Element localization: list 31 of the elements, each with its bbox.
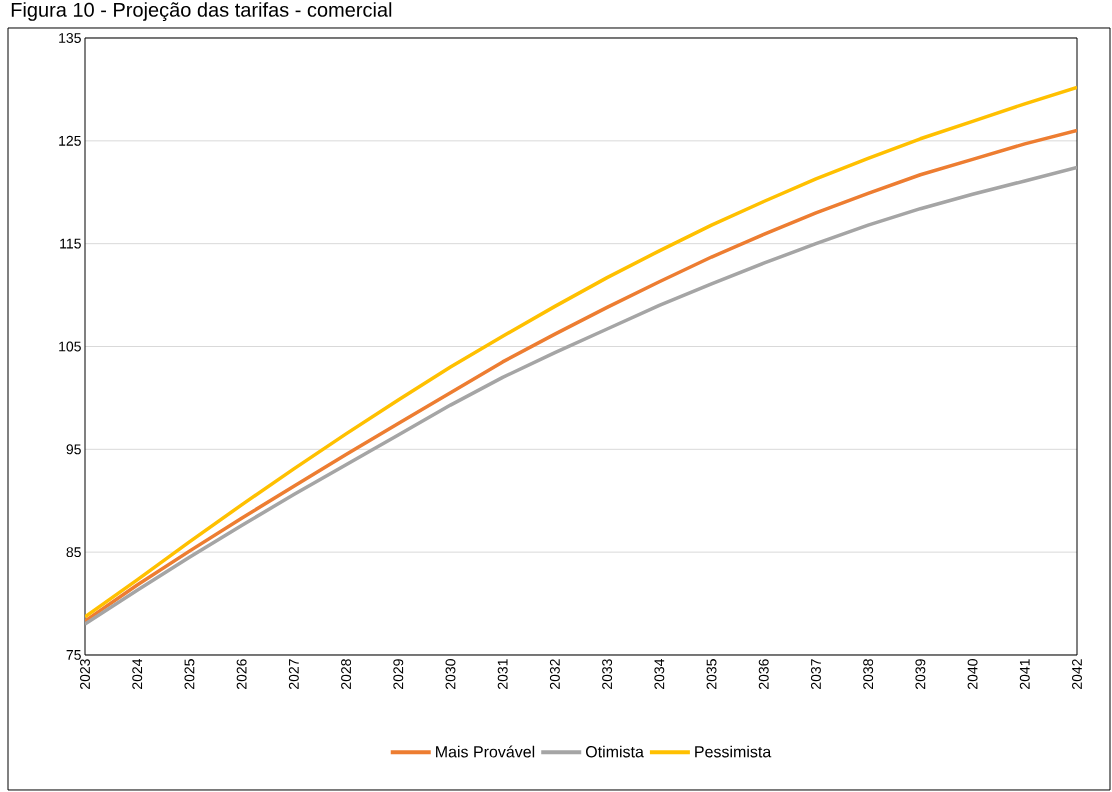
y-tick-label: 105	[59, 341, 81, 352]
x-tick-label: 2024	[132, 658, 143, 689]
x-tick-label: 2041	[1019, 659, 1030, 689]
x-tick-label: 2030	[445, 659, 456, 689]
x-tick-label: 2035	[706, 659, 717, 689]
y-tick-label: 115	[60, 238, 81, 249]
legend-label: Otimista	[585, 745, 644, 758]
x-tick-label: 2039	[915, 659, 926, 689]
y-tick-label: 135	[59, 33, 81, 43]
legend-label: Pessimista	[695, 745, 772, 758]
x-tick-label: 2031	[497, 659, 508, 689]
x-tick-label: 2028	[341, 659, 352, 689]
x-tick-label: 2037	[810, 659, 821, 689]
legend-label: Mais Provável	[436, 745, 535, 758]
x-tick-label: 2026	[236, 659, 247, 689]
x-tick-label: 2033	[602, 659, 613, 689]
chart-title: Figura 10 - Projeção das tarifas - comercial	[11, 2, 392, 21]
x-tick-label: 2025	[184, 659, 195, 689]
y-tick-label: 75	[66, 650, 81, 660]
x-tick-label: 2029	[393, 659, 404, 689]
x-tick-label: 2040	[967, 659, 978, 689]
y-tick-label: 95	[66, 444, 81, 455]
x-tick-label: 2038	[863, 659, 874, 689]
x-tick-label: 2027	[288, 659, 299, 689]
x-tick-label: 2023	[80, 659, 90, 689]
y-tick-label: 125	[59, 135, 81, 146]
x-tick-label: 2042	[1072, 659, 1082, 689]
x-tick-label: 2034	[654, 658, 665, 689]
x-tick-label: 2032	[549, 659, 560, 689]
y-tick-label: 85	[66, 547, 81, 558]
x-tick-label: 2036	[758, 659, 769, 689]
